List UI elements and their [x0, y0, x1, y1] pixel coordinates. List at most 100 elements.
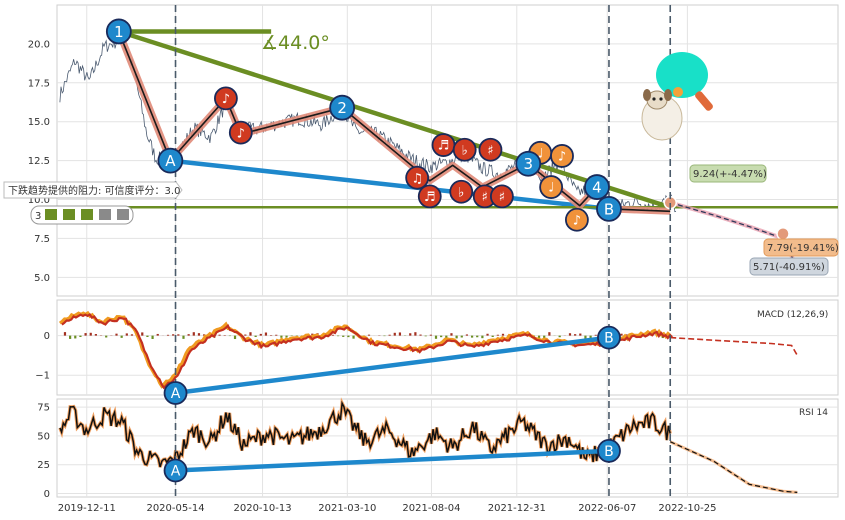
macd-histogram-bar	[409, 333, 412, 336]
price-y-tick-label: 17.5	[28, 78, 50, 89]
score-block-2	[63, 209, 75, 220]
note-marker-circle	[565, 207, 589, 232]
note-marker-text: ♬	[438, 139, 450, 154]
macd-forecast	[670, 336, 798, 356]
macd-histogram-bar	[275, 334, 278, 336]
macd-histogram-bar	[197, 333, 201, 336]
macd-histogram-bar	[69, 335, 72, 339]
x-tick-label: 2021-03-10	[318, 503, 376, 514]
rsi-label-text: B	[604, 444, 614, 460]
macd-histogram-bar	[336, 335, 340, 337]
macd-histogram-bar	[187, 334, 190, 336]
note-marker-text: ♭	[458, 185, 464, 200]
rsi-title: RSI 14	[799, 408, 828, 418]
wave-label-text: 3	[523, 155, 533, 173]
rsi-forecast	[669, 441, 798, 493]
macd-histogram-bar	[594, 334, 597, 336]
macd-histogram-bar	[568, 333, 572, 336]
macd-histogram-bar	[115, 333, 118, 336]
x-tick-label: 2021-08-04	[402, 503, 460, 514]
macd-histogram-bar	[166, 334, 170, 336]
macd-histogram-bar	[192, 332, 195, 336]
macd-histogram-bar	[151, 335, 154, 339]
macd-histogram-bar	[589, 335, 592, 339]
angle-label: ∡44.0°	[261, 32, 330, 54]
axis-ticks: 2019-12-11 2020-05-14 2020-10-13 2021-03-10…	[28, 39, 717, 514]
score-block-1	[45, 209, 57, 220]
macd-y-tick-label: −1	[35, 371, 50, 382]
wave-label-circle	[329, 94, 356, 121]
rsi-y-tick-label: 50	[37, 431, 50, 442]
rsi-layer	[58, 397, 798, 494]
macd-histogram-bar	[414, 332, 417, 336]
wave-label-circle	[105, 18, 132, 45]
macd-histogram-bar	[388, 334, 391, 336]
forecast-point	[776, 227, 790, 241]
price-y-tick-label: 5.0	[34, 273, 50, 284]
score-value: 3	[35, 211, 41, 222]
note-marker-text: ♯	[482, 190, 488, 205]
macd-histogram-bar	[120, 335, 123, 338]
macd-histogram-bar	[440, 335, 443, 338]
macd-histogram-bar	[141, 332, 144, 336]
target2-label: 5.71(-40.91%)	[749, 257, 829, 276]
macd-histogram-bar	[419, 334, 422, 336]
macd-histogram-bar	[352, 335, 355, 339]
note-marker-text: ♭	[462, 143, 468, 158]
macd-title: MACD (12,26,9)	[757, 310, 828, 320]
macd-histogram-bar	[331, 334, 335, 336]
wave-label-text: 2	[337, 99, 347, 117]
macd-histogram-bar	[620, 333, 623, 336]
score-block-5	[117, 209, 129, 220]
grid-lines	[57, 5, 838, 497]
trendline-resistance	[118, 29, 671, 210]
macd-histogram-bar	[146, 335, 149, 338]
macd-histogram-bar	[156, 333, 159, 336]
macd-histogram-bar	[264, 332, 268, 336]
macd-histogram-bar	[367, 334, 371, 336]
note-marker-circle	[214, 86, 238, 111]
macd-histogram-bar	[105, 335, 108, 338]
macd-histogram-bar	[424, 335, 427, 337]
wave-label-circle	[515, 150, 542, 177]
macd-histogram-bar	[558, 335, 561, 338]
wave-label-text: A	[165, 152, 176, 170]
resistance-note: 下跌趋势提供的阻力: 可信度评分：3.0	[8, 184, 180, 197]
macd-panel	[56, 299, 839, 396]
note-marker-circle	[417, 184, 442, 209]
rsi-label-circle	[597, 438, 621, 463]
note-marker-text: ♪	[222, 92, 230, 107]
rsi-label-circle	[163, 458, 188, 483]
price-now-text: 9.24(+-4.47%)	[693, 169, 767, 180]
macd-histogram-bar	[94, 334, 97, 336]
macd-histogram-bar	[579, 333, 582, 336]
rsi-y-tick-label: 75	[37, 403, 50, 414]
macd-histogram-bar	[342, 335, 345, 337]
price-y-tick-label: 12.5	[28, 156, 50, 167]
macd-histogram-bar	[63, 332, 67, 336]
note-marker-text: ♪	[237, 126, 245, 141]
macd-histogram-bar	[481, 335, 484, 339]
target2-text: 5.71(-40.91%)	[753, 262, 825, 273]
wave-label-text: 1	[114, 23, 124, 41]
macd-label-circle	[163, 381, 188, 405]
rsi-line	[59, 400, 671, 468]
macd-histogram-bar	[249, 332, 252, 336]
rsi-y-tick-label: 25	[37, 460, 50, 471]
macd-histogram-bar	[280, 335, 283, 338]
macd-histogram-bar	[311, 333, 314, 336]
rsi-divergence-line	[175, 448, 610, 473]
macd-histogram-bar	[486, 333, 489, 336]
macd-histogram-bar	[537, 335, 541, 338]
rsi-y-tick-label: 0	[44, 489, 50, 500]
macd-label-text: B	[604, 331, 614, 347]
macd-histogram-bar	[398, 332, 402, 336]
x-tick-label: 2019-12-11	[58, 503, 116, 514]
note-marker-text: ♪	[573, 213, 581, 228]
macd-histogram-bar	[455, 335, 458, 339]
macd-histogram-bar	[501, 333, 505, 336]
resistance-note-box: 下跌趋势提供的阻力: 可信度评分：3.0	[3, 181, 183, 199]
note-marker-text: ♬	[424, 190, 436, 205]
macd-divergence-line	[175, 335, 610, 396]
